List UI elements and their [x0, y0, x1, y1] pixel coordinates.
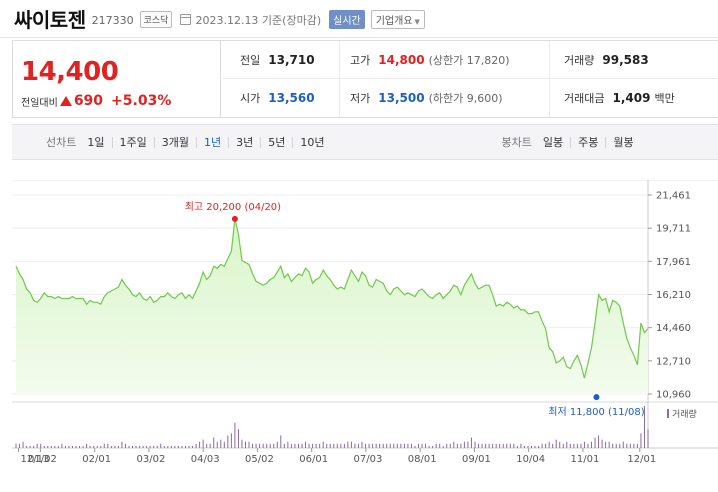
- current-price-box: 14,400 전일대비 690 +5.03%: [13, 41, 221, 117]
- amount-label: 거래대금: [564, 92, 605, 105]
- x-tick-label: 01/02: [28, 454, 57, 465]
- x-tick-label: 03/02: [136, 454, 165, 465]
- open-value: 13,560: [268, 91, 315, 105]
- period-tab[interactable]: 1일: [80, 136, 113, 148]
- volume-value: 99,583: [602, 53, 649, 67]
- stats-row: 전일 13,710 고가 14,800 (상한가 17,820) 거래량 99,…: [222, 41, 718, 79]
- change-amount: 690: [73, 93, 104, 109]
- low-label: 저가: [350, 92, 371, 105]
- change-label: 전일대비: [21, 97, 58, 109]
- chevron-down-icon: ▼: [414, 18, 420, 26]
- period-selector-bar: 선차트 1일 1주일 3개월 1년 3년 5년 10년 봉차트 일봉 주봉 월봉: [12, 124, 718, 160]
- stock-code: 217330: [91, 14, 134, 27]
- stats-row: 시가 13,560 저가 13,500 (하한가 9,600) 거래대금 1,4…: [222, 79, 718, 117]
- period-tab[interactable]: 5년: [261, 136, 294, 148]
- company-overview-button[interactable]: 기업개요 ▼: [370, 10, 425, 29]
- x-tick-label: 06/01: [299, 454, 328, 465]
- change-percent: +5.03%: [111, 93, 172, 109]
- x-tick-label: 02/01: [82, 454, 111, 465]
- prev-close-value: 13,710: [268, 53, 315, 67]
- y-axis-ticks: 21,461 19,711 17,961 16,210 14,460 12,710 10,9…: [648, 191, 691, 401]
- y-tick-label: 14,460: [656, 323, 691, 334]
- amount-cell: 거래대금 1,409 백만: [550, 79, 718, 117]
- y-tick-label: 10,960: [656, 390, 691, 401]
- min-annotation: 최저 11,800 (11/08): [548, 406, 644, 418]
- volume-bars: [15, 406, 649, 448]
- max-annotation: 최고 20,200 (04/20): [185, 201, 281, 213]
- candle-period-tab[interactable]: 일봉: [536, 136, 572, 148]
- period-tab[interactable]: 10년: [300, 135, 325, 149]
- x-tick-label: 05/02: [245, 454, 274, 465]
- line-chart-label: 선차트: [46, 136, 77, 149]
- y-tick-label: 21,461: [656, 191, 691, 202]
- lower-limit: (하한가 9,600): [428, 92, 503, 105]
- stock-name: 싸이토젠: [14, 8, 86, 32]
- price-panel: 14,400 전일대비 690 +5.03% 전일 13,710 고가 14,8…: [12, 40, 718, 118]
- y-tick-label: 17,961: [656, 257, 691, 268]
- x-tick-label: 09/01: [462, 454, 491, 465]
- low-cell: 저가 13,500 (하한가 9,600): [340, 79, 550, 117]
- price-chart-svg[interactable]: 21,461 19,711 17,961 16,210 14,460 12,710 10,9…: [12, 179, 718, 488]
- period-tab-active[interactable]: 1년: [197, 136, 230, 148]
- prev-close-label: 전일: [240, 54, 261, 67]
- date-info: 2023.12.13 기준(장마감): [180, 12, 321, 28]
- period-tab[interactable]: 3년: [229, 136, 262, 148]
- max-point-marker: [231, 215, 238, 222]
- candle-chart-periods: 일봉 주봉 월봉: [536, 135, 641, 149]
- x-tick-label: 07/03: [353, 454, 382, 465]
- volume-cell: 거래량 99,583: [550, 41, 718, 79]
- x-tick-label: 11/01: [570, 454, 599, 465]
- prev-close-cell: 전일 13,710: [222, 41, 340, 79]
- volume-legend-label: 거래량: [672, 408, 697, 420]
- y-tick-label: 12,710: [656, 356, 691, 367]
- low-value: 13,500: [378, 91, 425, 105]
- y-tick-label: 16,210: [656, 290, 691, 301]
- up-arrow-icon: [59, 96, 72, 106]
- volume-label: 거래량: [564, 54, 595, 67]
- realtime-button[interactable]: 실시간: [329, 10, 365, 29]
- market-badge: 코스닥: [139, 11, 173, 28]
- current-price: 14,400: [21, 57, 119, 87]
- line-chart-periods: 1일 1주일 3개월 1년 3년 5년 10년: [80, 135, 331, 149]
- high-value: 14,800: [378, 53, 425, 67]
- amount-unit: 백만: [654, 92, 675, 105]
- y-tick-label: 19,711: [656, 224, 691, 235]
- candle-chart-label: 봉차트: [501, 136, 532, 149]
- base-date: 2023.12.13 기준(장마감): [195, 13, 322, 27]
- price-change-row: 전일대비 690 +5.03%: [21, 93, 171, 109]
- candle-period-tab[interactable]: 월봉: [613, 135, 634, 149]
- x-tick-label: 04/03: [191, 454, 220, 465]
- x-tick-label: 12/13: [21, 454, 50, 465]
- x-tick-label: 08/01: [408, 454, 437, 465]
- x-tick-label: 12/01: [627, 454, 656, 465]
- open-cell: 시가 13,560: [222, 79, 340, 117]
- company-overview-label: 기업개요: [375, 16, 413, 27]
- calendar-icon: [180, 14, 192, 25]
- upper-limit: (상한가 17,820): [428, 54, 510, 67]
- x-tick-label: 10/04: [516, 454, 545, 465]
- candle-period-tab[interactable]: 주봉: [571, 136, 607, 148]
- high-cell: 고가 14,800 (상한가 17,820): [340, 41, 550, 79]
- stats-grid: 전일 13,710 고가 14,800 (상한가 17,820) 거래량 99,…: [222, 41, 718, 117]
- min-point-marker: [593, 394, 600, 401]
- volume-legend-swatch: [667, 409, 669, 418]
- price-chart[interactable]: 21,461 19,711 17,961 16,210 14,460 12,710 10,9…: [12, 179, 718, 488]
- stock-header: 싸이토젠 217330 코스닥 2023.12.13 기준(장마감) 실시간 기…: [0, 0, 718, 38]
- open-label: 시가: [240, 92, 261, 105]
- period-tab[interactable]: 3개월: [155, 136, 197, 148]
- period-tab[interactable]: 1주일: [113, 136, 155, 148]
- high-label: 고가: [350, 54, 371, 67]
- price-area-fill: [16, 218, 648, 394]
- amount-value: 1,409: [612, 91, 651, 105]
- price-line: [15, 218, 649, 379]
